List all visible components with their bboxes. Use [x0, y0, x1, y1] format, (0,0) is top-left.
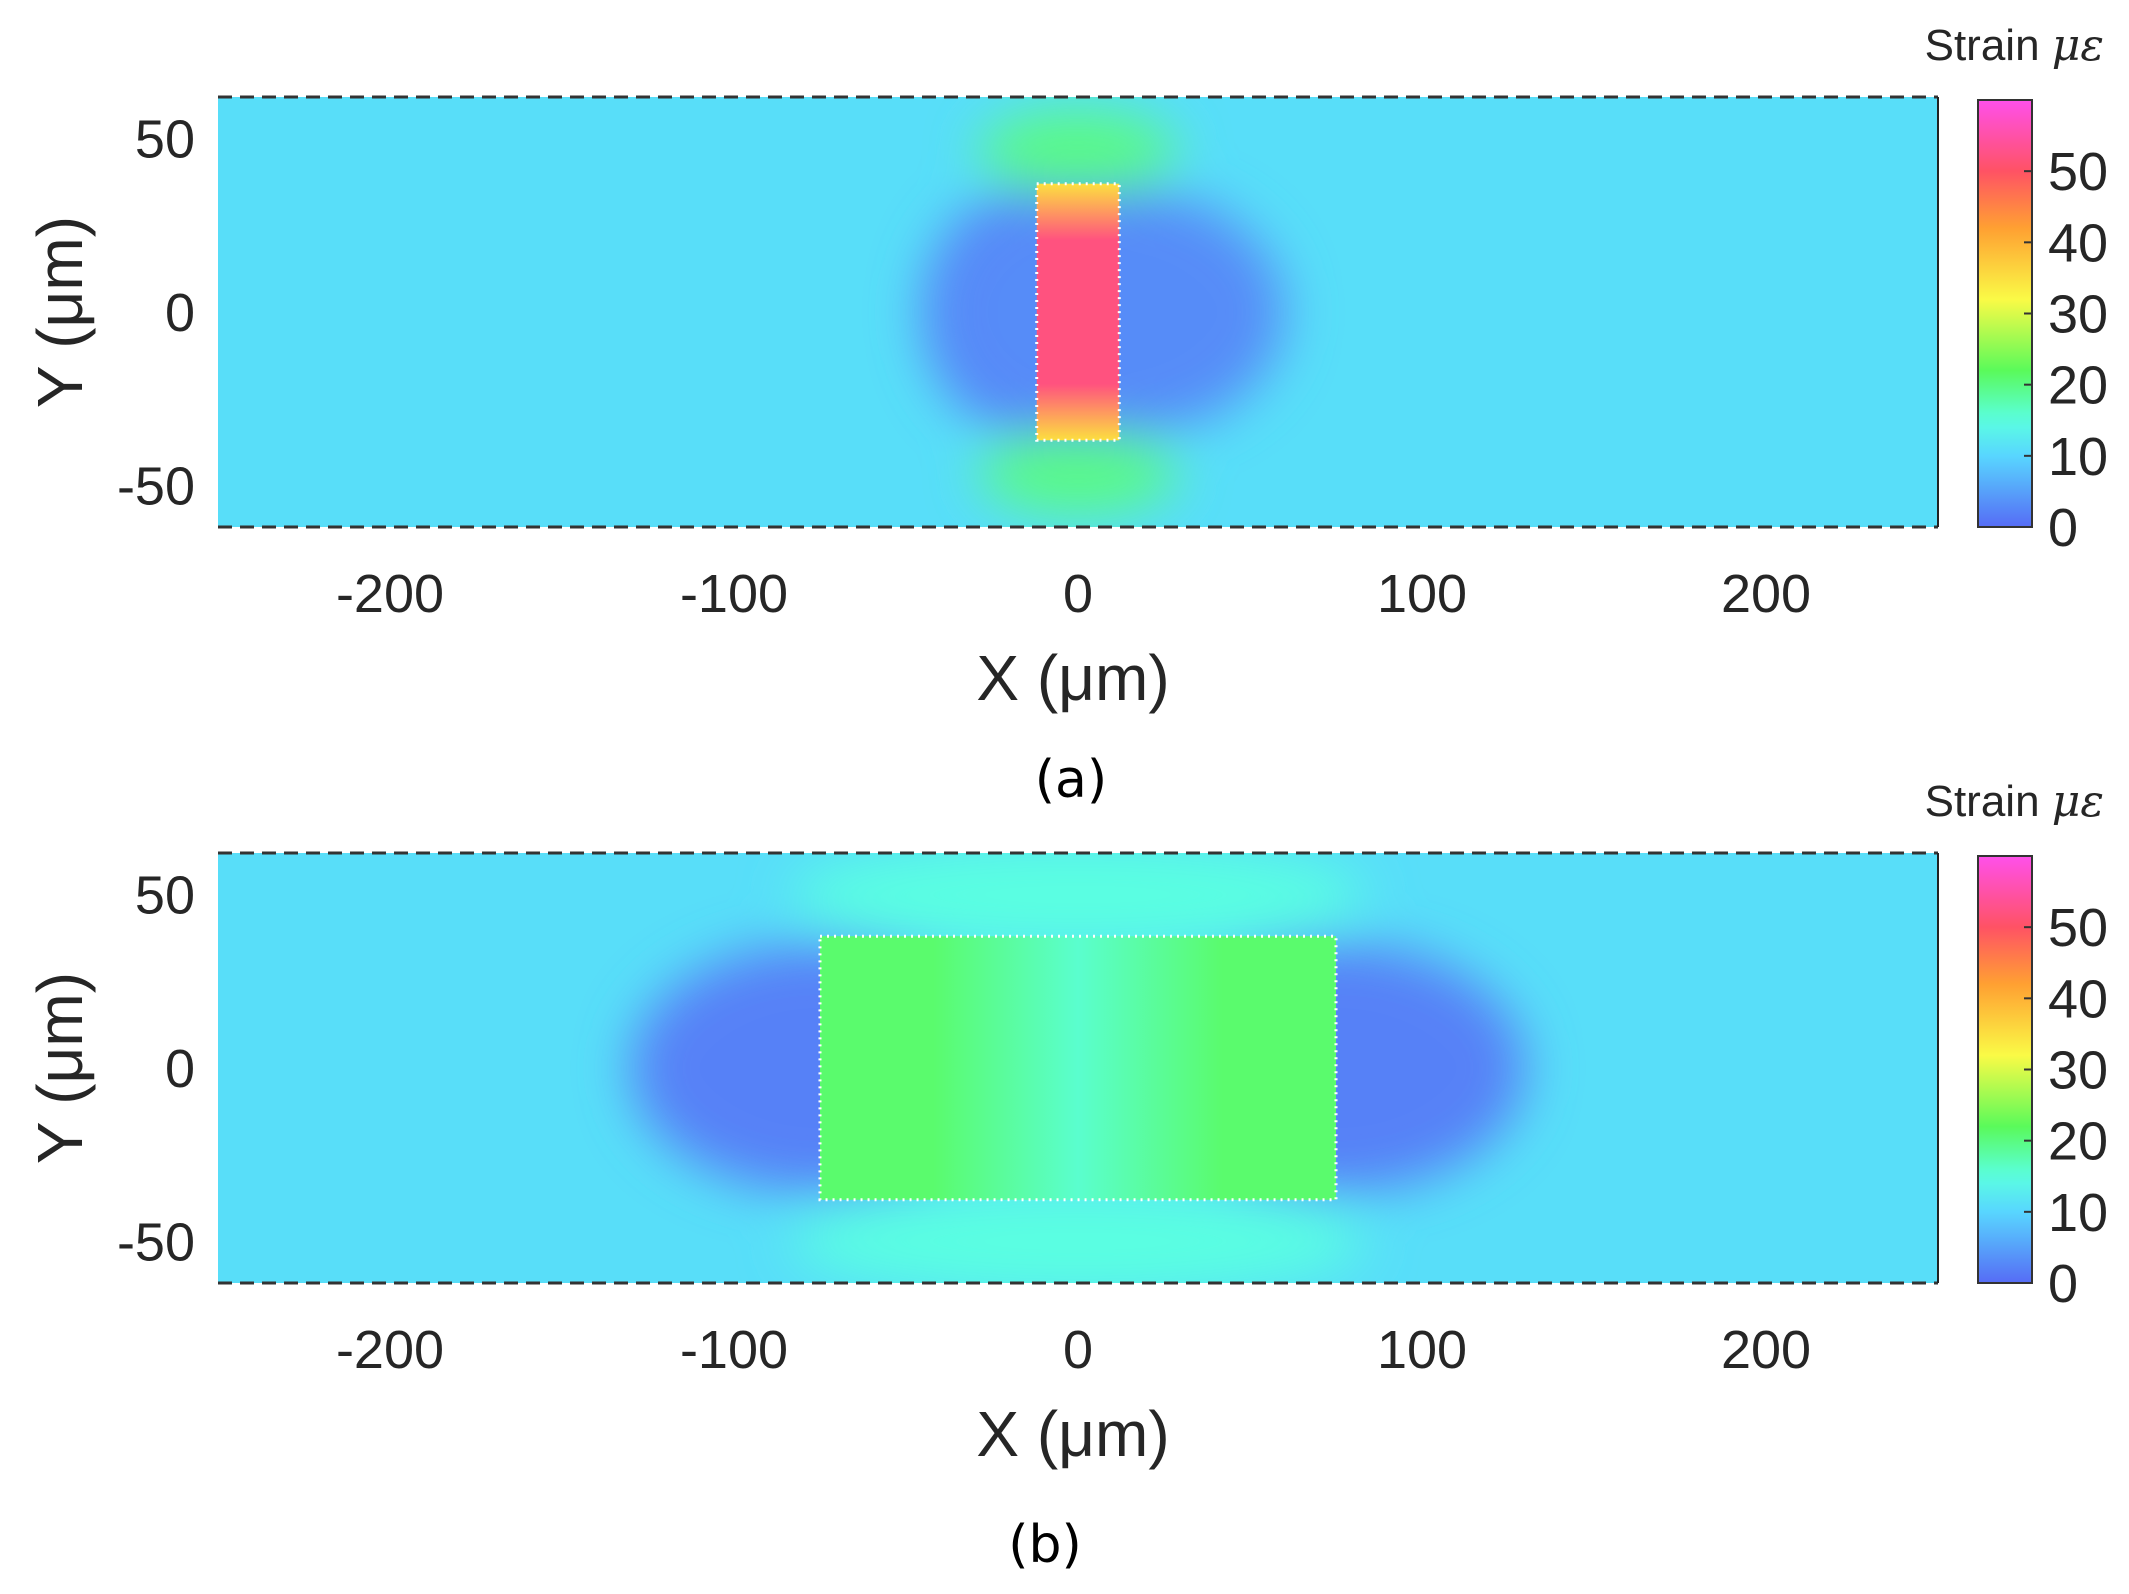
colorbar-tick-label: 10: [2048, 1183, 2108, 1243]
colorbar-tick-label: 40: [2048, 969, 2108, 1029]
strain-map-panel-b: -200 -100 0 100 200 -50 0 50 X (μm) Y (μm) 0 10 20 30…: [24, 776, 2108, 1575]
colorbar-tick-label: 50: [2048, 898, 2108, 958]
colorbar-title: Strain με: [1925, 776, 2104, 827]
x-axis-label: X (μm): [976, 1398, 1169, 1470]
x-tick-label: -200: [336, 1320, 444, 1380]
elevated-strain-region-1: [790, 1189, 1366, 1283]
strain-map-panel-a: -200 -100 0 100 200 -50 0 50 X (μm) Y (μm) 0 10 20 30…: [24, 20, 2108, 810]
panel-caption: (a): [1035, 750, 1107, 810]
inclusion-outline: [818, 934, 1338, 1202]
x-tick-label: 0: [1063, 1320, 1093, 1380]
y-tick-label: -50: [117, 456, 195, 516]
x-tick-label: -100: [680, 564, 788, 624]
colorbar-tick-label: 30: [2048, 285, 2108, 345]
colorbar: [1977, 99, 2033, 528]
inclusion-block: [1036, 183, 1120, 441]
y-axis-label: Y (μm): [24, 972, 96, 1164]
y-tick-label: 0: [165, 283, 195, 343]
colorbar-tick-label: 0: [2048, 1254, 2078, 1314]
x-tick-label: -100: [680, 1320, 788, 1380]
colorbar-unit: με: [2052, 776, 2104, 827]
y-tick-label: 0: [165, 1039, 195, 1099]
x-tick-label: 0: [1063, 564, 1093, 624]
elevated-strain-region-1: [979, 430, 1177, 513]
panel-caption: (b): [1008, 1515, 1082, 1575]
elevated-strain-region-0: [979, 111, 1177, 194]
x-tick-label: 200: [1721, 1320, 1811, 1380]
elevated-strain-region-0: [790, 853, 1366, 947]
colorbar-tick-label: 20: [2048, 356, 2108, 416]
inclusion-block: [820, 936, 1336, 1200]
colorbar-title-text: Strain: [1925, 21, 2052, 70]
x-axis-label: X (μm): [976, 642, 1169, 714]
x-tick-label: -200: [336, 564, 444, 624]
y-axis-label: Y (μm): [24, 216, 96, 408]
colorbar-tick-label: 0: [2048, 498, 2078, 558]
x-tick-label: 100: [1377, 1320, 1467, 1380]
colorbar-tick-label: 30: [2048, 1041, 2108, 1101]
x-tick-label: 100: [1377, 564, 1467, 624]
y-tick-label: -50: [117, 1212, 195, 1272]
colorbar-unit: με: [2052, 20, 2104, 71]
colorbar-tick-label: 50: [2048, 142, 2108, 202]
colorbar-tick-label: 20: [2048, 1112, 2108, 1172]
colorbar: [1977, 855, 2033, 1284]
y-tick-label: 50: [135, 110, 195, 170]
colorbar-tick-label: 10: [2048, 427, 2108, 487]
x-tick-label: 200: [1721, 564, 1811, 624]
colorbar-tick-label: 40: [2048, 213, 2108, 273]
inclusion-outline: [1035, 182, 1121, 442]
y-tick-label: 50: [135, 866, 195, 926]
colorbar-title-text: Strain: [1925, 777, 2052, 826]
colorbar-title: Strain με: [1925, 20, 2104, 71]
